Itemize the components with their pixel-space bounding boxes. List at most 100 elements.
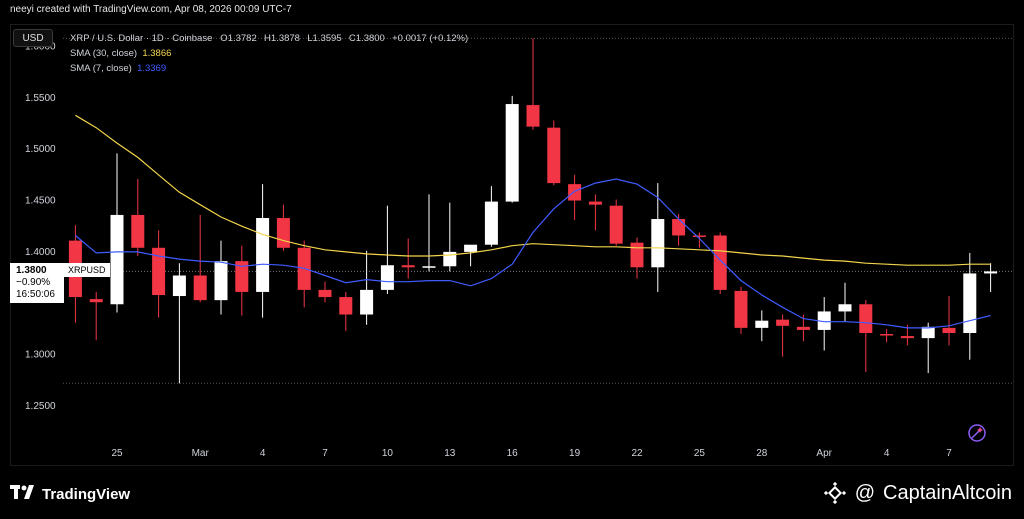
currency-button[interactable]: USD: [13, 29, 53, 47]
candle-body: [547, 127, 561, 184]
current-price: 1.3800: [16, 265, 47, 277]
candle-body: [776, 319, 790, 326]
candle-body: [651, 219, 665, 268]
legend-high: 1.3878: [270, 33, 300, 44]
candle-body: [484, 201, 498, 245]
x-tick-label: 16: [507, 448, 519, 459]
candle-body: [505, 104, 519, 202]
x-tick-label: 25: [694, 448, 706, 459]
candle-body: [318, 289, 332, 298]
x-tick-label: 22: [631, 448, 643, 459]
candle-body: [692, 235, 706, 237]
candle-body: [755, 320, 769, 328]
candle-body: [609, 205, 623, 244]
x-tick-label: Apr: [816, 448, 832, 459]
candle-body: [526, 105, 540, 127]
candle-body: [401, 265, 415, 268]
legend-low: 1.3595: [312, 33, 342, 44]
legend-close: 1.3800: [355, 33, 385, 44]
candle-body: [193, 275, 207, 301]
legend-sma30-row[interactable]: SMA (30, close) 1.3866: [70, 46, 470, 61]
candle-body: [422, 266, 436, 268]
candle-body: [360, 289, 374, 315]
candle-body: [464, 244, 478, 252]
y-tick-label: 1.6000: [25, 42, 56, 53]
candle-body: [713, 235, 727, 290]
current-price-label: 1.3800 −0.90% 16:50:06: [10, 263, 64, 304]
y-tick-label: 1.5500: [25, 93, 56, 104]
legend-sma7-value: 1.3369: [137, 63, 167, 74]
candle-body: [588, 201, 602, 205]
candle-body: [339, 297, 353, 315]
candle-body: [838, 304, 852, 312]
price-change-percent: −0.90%: [16, 277, 51, 289]
legend-sma7-row[interactable]: SMA (7, close) 1.3369: [70, 61, 470, 76]
candle-body: [942, 327, 956, 333]
x-tick-label: 7: [946, 448, 952, 459]
binance-diamond-icon: [823, 481, 846, 505]
at-sign-icon: @: [854, 481, 876, 504]
candle-body: [131, 214, 145, 248]
sma7-line: [75, 178, 991, 329]
candle-body: [900, 336, 914, 339]
magic-wand-icon[interactable]: [966, 422, 988, 444]
y-tick-label: 1.5000: [25, 144, 56, 155]
y-tick-label: 1.4500: [25, 196, 56, 207]
legend-open: 1.3782: [227, 33, 257, 44]
candle-body: [963, 273, 977, 333]
x-tick-label: 4: [884, 448, 890, 459]
candle-body: [796, 326, 810, 330]
x-tick-label: Mar: [192, 448, 210, 459]
candle-body: [630, 242, 644, 268]
candle-body: [256, 218, 270, 292]
candle-body: [380, 265, 394, 290]
captainaltcoin-brand: @ CaptainAltcoin: [823, 481, 1012, 505]
candle-body: [568, 184, 582, 201]
candle-body: [276, 218, 290, 248]
captainaltcoin-text: CaptainAltcoin: [883, 481, 1012, 504]
chart-credit-header: neeyi created with TradingView.com, Apr …: [10, 4, 292, 15]
x-tick-label: 25: [111, 448, 123, 459]
tradingview-logo-icon: [10, 485, 36, 503]
legend-symbol[interactable]: XRP / U.S. Dollar · 1D · Coinbase: [70, 33, 213, 44]
legend-sma30-value: 1.3866: [142, 48, 172, 59]
candle-body: [235, 261, 249, 292]
candle-body: [152, 247, 166, 296]
y-tick-label: 1.4000: [25, 247, 56, 258]
candle-body: [921, 326, 935, 339]
legend-l-label: L: [307, 33, 313, 44]
bar-countdown: 16:50:06: [16, 289, 55, 301]
legend-h-label: H: [264, 33, 271, 44]
candle-body: [89, 299, 103, 303]
chart-frame[interactable]: 1.6000 1.5500 1.5000 1.4500 1.4000 1.3000 1.25…: [10, 24, 1014, 466]
candle-body: [172, 275, 186, 297]
legend-sma30-label: SMA (30, close): [70, 48, 138, 59]
chart-legend: XRP / U.S. Dollar · 1D · Coinbase O1.378…: [70, 31, 470, 76]
y-tick-label: 1.3000: [25, 350, 56, 361]
tradingview-brand-text: TradingView: [42, 485, 131, 503]
x-tick-label: 13: [444, 448, 456, 459]
x-tick-label: 19: [569, 448, 581, 459]
candle-body: [214, 261, 228, 301]
legend-change: +0.0017 (+0.12%): [392, 33, 469, 44]
candle-body: [734, 290, 748, 328]
sma30-line: [75, 114, 991, 266]
legend-sma7-label: SMA (7, close): [70, 63, 132, 74]
candle-body: [880, 334, 894, 336]
x-tick-label: 28: [756, 448, 768, 459]
legend-c-label: C: [348, 33, 356, 44]
x-tick-label: 7: [322, 448, 328, 459]
symbol-price-tag: XRPUSD: [64, 263, 110, 278]
candle-body: [984, 271, 998, 274]
price-chart[interactable]: 1.6000 1.5500 1.5000 1.4500 1.4000 1.3000 1.25…: [11, 25, 1015, 467]
candle-body: [859, 304, 873, 333]
candle-body: [110, 214, 124, 305]
legend-o-label: O: [220, 33, 228, 44]
x-tick-label: 10: [382, 448, 394, 459]
legend-symbol-row: XRP / U.S. Dollar · 1D · Coinbase O1.378…: [70, 31, 470, 46]
candle-body: [817, 311, 831, 330]
y-tick-label: 1.2500: [25, 401, 56, 412]
x-tick-label: 4: [260, 448, 266, 459]
tradingview-brand[interactable]: TradingView: [10, 485, 130, 503]
candle-body: [672, 219, 686, 236]
